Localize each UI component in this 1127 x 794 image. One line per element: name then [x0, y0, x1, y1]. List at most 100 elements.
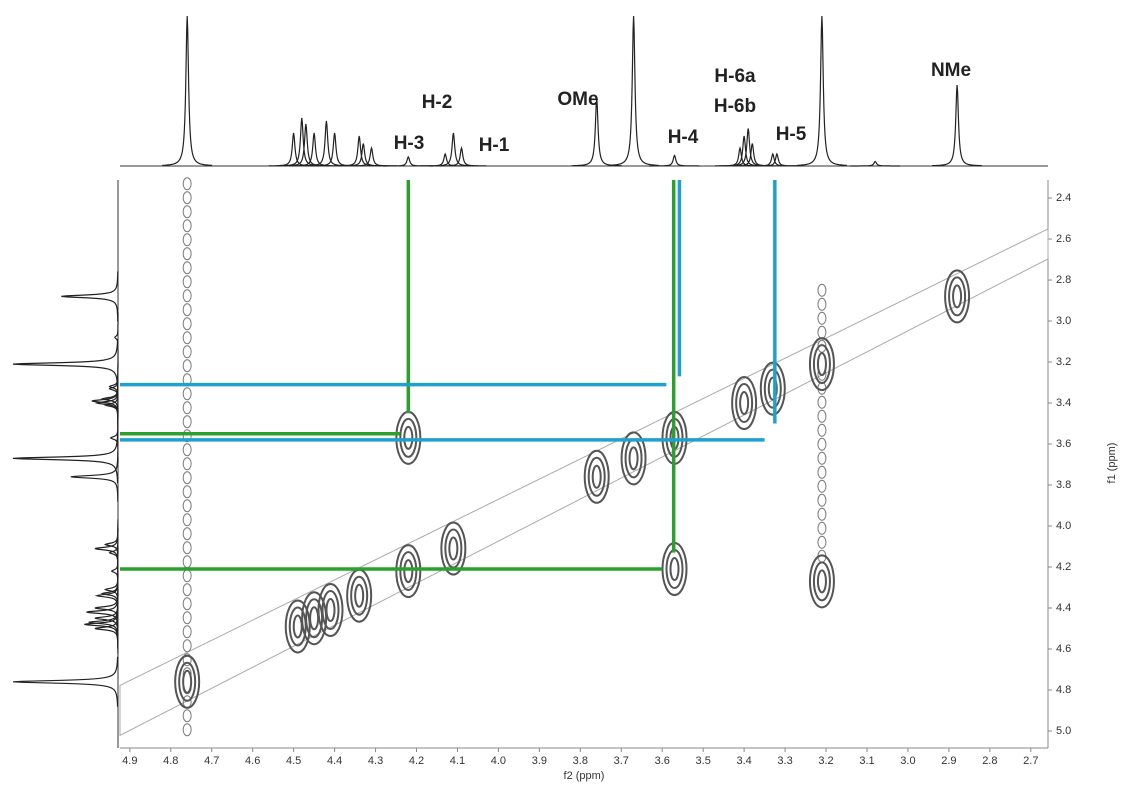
t1-streak [182, 275, 192, 289]
t1-streak [817, 451, 827, 465]
contour [325, 598, 336, 623]
t1-streak [182, 653, 192, 667]
contour [399, 551, 418, 592]
t1-streak [182, 527, 192, 541]
contour [759, 361, 786, 416]
contour [812, 561, 831, 602]
t1-streak [817, 409, 827, 423]
y-tick-label: 3.4 [1056, 397, 1071, 409]
t1-streak [817, 507, 827, 521]
y-tick-label: 2.4 [1056, 192, 1071, 204]
y-tick-label: 4.0 [1056, 520, 1071, 532]
y-tick-label: 2.6 [1056, 233, 1071, 245]
t1-streak [817, 395, 827, 409]
x-tick-label: 4.2 [409, 755, 424, 767]
x-tick-label: 3.9 [532, 755, 547, 767]
contour [403, 559, 414, 584]
annotation: OMe [557, 89, 598, 110]
contour [309, 606, 320, 631]
annotation: H-5 [776, 124, 807, 145]
contour [403, 425, 414, 450]
contour [178, 661, 197, 702]
contour [182, 669, 193, 694]
t1-streak [817, 479, 827, 493]
x-tick-label: 3.8 [573, 755, 588, 767]
spectrum-peak [608, 15, 659, 166]
projection-peak [12, 433, 119, 484]
peak [174, 654, 201, 709]
x-tick-label: 4.8 [163, 755, 178, 767]
annotation: H-3 [394, 133, 425, 154]
x-tick-label: 3.4 [736, 755, 751, 767]
spectrum-peak [850, 160, 901, 167]
y-tick-label: 4.8 [1056, 684, 1071, 696]
contour [816, 569, 827, 594]
t1-streak [182, 247, 192, 261]
projection-peak [12, 656, 119, 707]
annotation: H-1 [479, 135, 510, 156]
spectrum-peak [334, 135, 385, 167]
spectrum-peak [751, 152, 803, 167]
contour [583, 449, 610, 504]
peak [808, 337, 835, 392]
t1-streak [182, 317, 192, 331]
t1-streak [182, 401, 192, 415]
projection-peak [94, 523, 119, 574]
contour [591, 464, 602, 489]
x-tick-label: 3.5 [696, 755, 711, 767]
peak [944, 269, 971, 324]
projection-peak [70, 451, 119, 502]
annotation: H-2 [422, 92, 453, 113]
x-tick-label: 4.9 [122, 755, 137, 767]
y-tick-label: 3.2 [1056, 356, 1071, 368]
contour [292, 614, 303, 639]
spectrum-peak [796, 15, 847, 166]
t1-streak [182, 457, 192, 471]
contour [731, 376, 758, 431]
y-tick-label: 3.6 [1056, 438, 1071, 450]
spectrum-peak [723, 128, 774, 167]
x-tick-label: 3.6 [655, 755, 670, 767]
t1-streak [817, 535, 827, 549]
t1-streak [182, 597, 192, 611]
contour [288, 606, 307, 647]
peak [583, 449, 610, 504]
peak [808, 554, 835, 609]
t1-streak [182, 485, 192, 499]
annotation: H-4 [668, 127, 699, 148]
contour [317, 583, 344, 638]
contour [305, 598, 324, 639]
contour [669, 557, 680, 582]
t1-streak [182, 443, 192, 457]
peak [731, 376, 758, 431]
spectrum-peak [436, 145, 487, 167]
t1-streak [182, 331, 192, 345]
t1-streak [182, 359, 192, 373]
y-axis-label: f1 (ppm) [1106, 443, 1118, 484]
x-tick-label: 3.0 [900, 755, 915, 767]
t1-streak [182, 429, 192, 443]
contour [739, 391, 750, 416]
y-tick-label: 2.8 [1056, 274, 1071, 286]
t1-streak [182, 723, 192, 737]
x-tick-label: 4.3 [368, 755, 383, 767]
spectrum-peak [649, 154, 700, 167]
spectrum-peak [932, 84, 983, 167]
peak [284, 599, 311, 654]
y-tick-label: 4.4 [1056, 602, 1071, 614]
peak [759, 361, 786, 416]
t1-streak [182, 303, 192, 317]
x-tick-label: 2.9 [941, 755, 956, 767]
t1-streak [817, 325, 827, 339]
peak [395, 410, 422, 465]
spectrum-peak [309, 132, 360, 167]
contour [350, 575, 369, 616]
t1-streak [182, 219, 192, 233]
projection-peak [108, 361, 119, 412]
spectrum-peak [715, 145, 765, 167]
t1-streak [182, 191, 192, 205]
t1-streak [817, 437, 827, 451]
contour [628, 446, 639, 471]
contour [587, 456, 606, 497]
